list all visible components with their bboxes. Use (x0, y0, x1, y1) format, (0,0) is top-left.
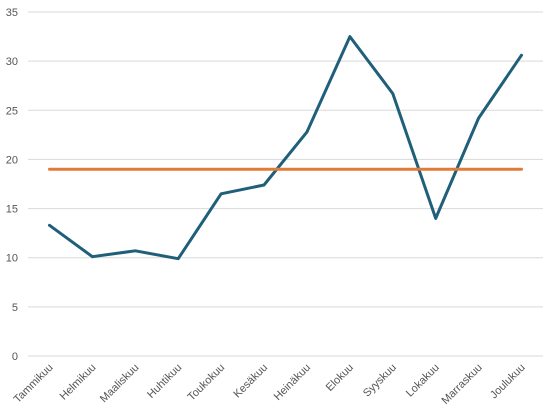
x-tick-label: Huhtikuu (145, 362, 184, 401)
x-tick-label: Kesäkuu (231, 362, 270, 401)
y-tick-label: 5 (12, 302, 18, 314)
x-tick-label: Elokuu (324, 362, 356, 394)
y-tick-label: 30 (6, 56, 18, 68)
x-tick-label: Tammikuu (12, 362, 56, 406)
x-tick-label: Joulukuu (488, 362, 528, 402)
x-axis-tick-labels: Tammikuu Helmikuu Maaliskuu Huhtikuu Toukoku… (12, 362, 528, 407)
y-tick-label: 0 (12, 351, 18, 363)
y-tick-label: 10 (6, 253, 18, 265)
y-tick-label: 15 (6, 204, 18, 216)
x-tick-label: Syyskuu (361, 362, 399, 400)
x-tick-label: Toukokuu (185, 362, 227, 404)
x-tick-label: Maaliskuu (98, 362, 142, 406)
x-tick-label: Helmikuu (58, 362, 99, 403)
y-tick-label: 25 (6, 105, 18, 117)
y-tick-label: 20 (6, 154, 18, 166)
y-axis-tick-labels: 0 5 10 15 20 25 30 35 (6, 7, 18, 363)
x-tick-label: Heinäkuu (272, 362, 313, 403)
x-tick-label: Lokakuu (404, 362, 442, 400)
series-lines (48, 35, 523, 261)
series-line-1 (48, 35, 523, 261)
gridlines (28, 11, 543, 357)
x-tick-label: Marraskuu (440, 362, 485, 407)
y-tick-label: 35 (6, 7, 18, 19)
